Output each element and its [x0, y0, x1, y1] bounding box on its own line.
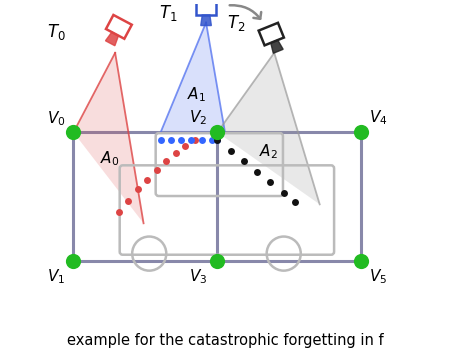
Point [188, 137, 195, 143]
Text: $\mathit{T}_{\mathit{0}}$: $\mathit{T}_{\mathit{0}}$ [47, 22, 66, 42]
Polygon shape [73, 53, 144, 223]
Text: $\mathit{V}_{\mathit{4}}$: $\mathit{V}_{\mathit{4}}$ [369, 108, 388, 127]
Point [70, 258, 77, 264]
Text: $\mathit{A}_{\mathit{1}}$: $\mathit{A}_{\mathit{1}}$ [187, 85, 206, 104]
Point [144, 177, 151, 183]
Polygon shape [106, 15, 132, 39]
Text: $\mathit{A}_{\mathit{2}}$: $\mathit{A}_{\mathit{2}}$ [259, 142, 278, 161]
Text: $\mathit{V}_{\mathit{5}}$: $\mathit{V}_{\mathit{5}}$ [369, 268, 387, 286]
Point [157, 137, 164, 143]
Point [292, 200, 299, 205]
Point [358, 258, 365, 264]
Polygon shape [161, 23, 225, 132]
Point [227, 148, 234, 154]
Point [214, 137, 221, 143]
Polygon shape [105, 32, 118, 46]
Point [198, 137, 205, 143]
FancyArrowPatch shape [135, 0, 187, 3]
Point [358, 130, 365, 135]
Text: $\mathit{T}_{\mathit{2}}$: $\mathit{T}_{\mathit{2}}$ [227, 13, 246, 33]
Point [214, 130, 221, 135]
Point [208, 137, 216, 143]
Point [182, 143, 189, 149]
Point [214, 137, 221, 143]
Point [134, 186, 141, 192]
Point [167, 137, 175, 143]
Text: $\mathit{V}_{\mathit{2}}$: $\mathit{V}_{\mathit{2}}$ [189, 108, 207, 127]
Point [115, 209, 122, 215]
Point [280, 190, 287, 196]
Point [125, 198, 132, 203]
Point [191, 137, 198, 143]
Point [153, 168, 160, 173]
Point [172, 150, 180, 156]
Point [163, 158, 170, 164]
Polygon shape [259, 23, 284, 45]
FancyArrowPatch shape [230, 5, 261, 19]
Text: $\mathit{V}_{\mathit{0}}$: $\mathit{V}_{\mathit{0}}$ [47, 110, 66, 129]
Point [177, 137, 184, 143]
Text: $\mathit{V}_{\mathit{3}}$: $\mathit{V}_{\mathit{3}}$ [189, 268, 207, 286]
Point [240, 158, 248, 164]
Text: $\mathit{T}_{\mathit{1}}$: $\mathit{T}_{\mathit{1}}$ [159, 3, 177, 23]
Polygon shape [217, 53, 320, 204]
Text: $\mathit{A}_{\mathit{0}}$: $\mathit{A}_{\mathit{0}}$ [100, 150, 119, 168]
Polygon shape [196, 0, 216, 15]
Text: example for the catastrophic forgetting in f: example for the catastrophic forgetting … [67, 333, 383, 348]
Point [267, 179, 274, 185]
Polygon shape [271, 40, 283, 53]
Text: $\mathit{V}_{\mathit{1}}$: $\mathit{V}_{\mathit{1}}$ [47, 268, 66, 286]
Point [214, 258, 221, 264]
Polygon shape [201, 15, 212, 25]
Point [254, 169, 261, 175]
Point [70, 130, 77, 135]
